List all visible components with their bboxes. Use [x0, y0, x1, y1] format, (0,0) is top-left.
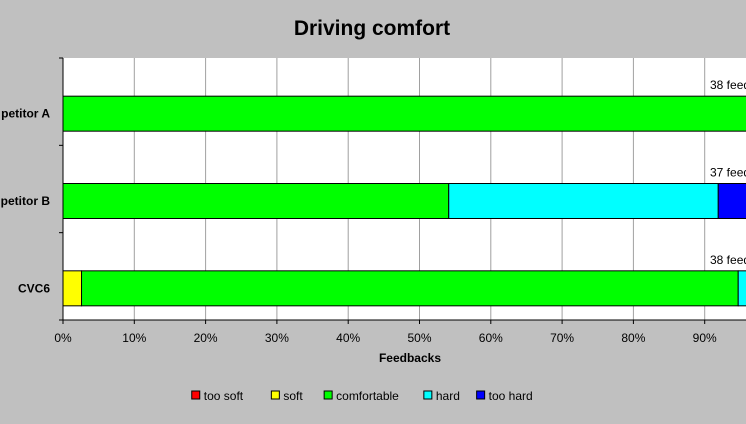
legend-label: too soft [204, 389, 244, 403]
y-tick-label: petitor A [1, 107, 50, 121]
x-tick-label: 40% [336, 331, 360, 345]
legend-item: too hard [476, 389, 533, 403]
bar-segment [737, 270, 746, 307]
legend-label: too hard [489, 389, 533, 403]
x-axis-title: Feedbacks [379, 351, 441, 365]
legend-swatch [423, 390, 433, 400]
x-tick-label: 50% [407, 331, 431, 345]
x-tick-label: 60% [479, 331, 503, 345]
legend-item: soft [270, 389, 303, 403]
bar-segment [448, 183, 719, 219]
legend: too soft soft comfortable hard too hard [191, 389, 533, 403]
bar-segment [62, 270, 83, 307]
x-tick-label: 10% [122, 331, 146, 345]
data-annotation: 37 feed [710, 166, 746, 180]
chart-title: Driving comfort [294, 17, 450, 40]
legend-swatch [270, 390, 280, 400]
bar-segment [81, 270, 739, 307]
x-tick-label: 0% [54, 331, 72, 345]
x-tick-label: 30% [265, 331, 289, 345]
legend-label: hard [436, 389, 460, 403]
legend-item: hard [423, 389, 460, 403]
legend-swatch [191, 390, 201, 400]
bar-segment [62, 183, 450, 219]
legend-item: comfortable [323, 389, 399, 403]
legend-label: soft [283, 389, 303, 403]
legend-swatch [476, 390, 486, 400]
x-tick-label: 80% [621, 331, 645, 345]
data-annotation: 38 feed [710, 253, 746, 267]
x-tick-label: 20% [194, 331, 218, 345]
data-annotation: 38 feed [710, 78, 746, 92]
legend-label: comfortable [336, 389, 399, 403]
bar-segment [717, 183, 746, 219]
legend-swatch [323, 390, 333, 400]
bar-segment [62, 95, 746, 132]
y-tick-label: CVC6 [18, 281, 50, 295]
x-tick-label: 70% [550, 331, 574, 345]
plot-area: petitor A 38 feed petitor B 37 feed CVC6 38 f… [1, 57, 746, 345]
y-tick-label: petitor B [1, 194, 51, 208]
legend-item: too soft [191, 389, 244, 403]
x-tick-label: 90% [693, 331, 717, 345]
